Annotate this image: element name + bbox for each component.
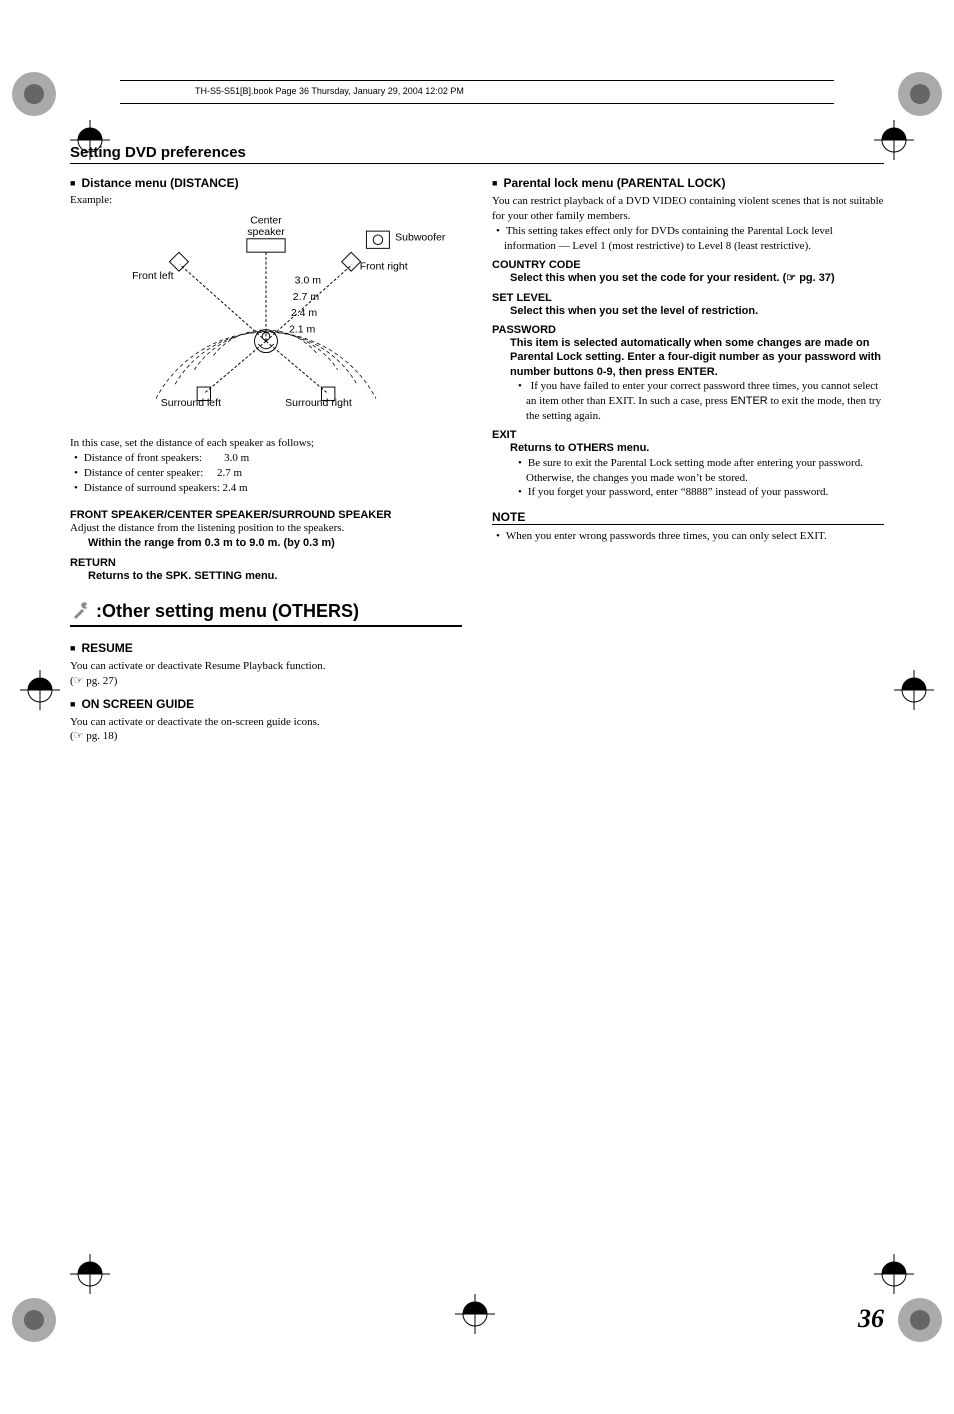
crosshair-icon bbox=[70, 120, 110, 160]
exit-bullet-2: If you forget your password, enter “8888… bbox=[492, 485, 884, 500]
exit-head: EXIT bbox=[492, 429, 884, 441]
reg-mark-icon bbox=[10, 1296, 58, 1344]
country-code-head: COUNTRY CODE bbox=[492, 259, 884, 271]
parental-intro: You can restrict playback of a DVD VIDEO… bbox=[492, 194, 884, 224]
osg-text: You can activate or deactivate the on-sc… bbox=[70, 715, 462, 730]
password-head: PASSWORD bbox=[492, 324, 884, 336]
osg-ref: (☞ pg. 18) bbox=[70, 729, 462, 744]
parental-head: Parental lock menu (PARENTAL LOCK) bbox=[492, 176, 884, 190]
resume-text: You can activate or deactivate Resume Pl… bbox=[70, 659, 462, 674]
crosshair-icon bbox=[874, 120, 914, 160]
speaker-diagram: Centerspeaker Subwoofer Front left Front… bbox=[70, 212, 462, 432]
resume-ref: (☞ pg. 27) bbox=[70, 674, 462, 689]
others-heading: :Other setting menu (OTHERS) bbox=[70, 601, 462, 627]
exit-bullet-1: Be sure to exit the Parental Lock settin… bbox=[492, 456, 884, 486]
surround-right-label: Surround right bbox=[285, 397, 352, 409]
note-bullet-1: When you enter wrong passwords three tim… bbox=[492, 529, 884, 544]
tool-icon bbox=[70, 601, 90, 621]
set-level-text: Select this when you set the level of re… bbox=[492, 304, 884, 318]
osg-head: ON SCREEN GUIDE bbox=[70, 697, 462, 711]
others-heading-text: :Other setting menu (OTHERS) bbox=[96, 601, 359, 622]
distance-intro: In this case, set the distance of each s… bbox=[70, 436, 462, 451]
return-head: RETURN bbox=[70, 557, 462, 569]
front-right-label: Front right bbox=[360, 260, 408, 272]
crosshair-icon bbox=[455, 1294, 495, 1334]
return-text: Returns to the SPK. SETTING menu. bbox=[70, 569, 462, 583]
distance-menu-head: Distance menu (DISTANCE) bbox=[70, 176, 462, 190]
crosshair-icon bbox=[70, 1254, 110, 1294]
dist-front: Distance of front speakers: 3.0 m bbox=[70, 451, 462, 466]
surround-left-label: Surround left bbox=[161, 397, 221, 409]
dist-surround: Distance of surround speakers: 2.4 m bbox=[70, 481, 462, 496]
header-line: TH-S5-S51[B].book Page 36 Thursday, Janu… bbox=[195, 86, 464, 96]
dist-30: 3.0 m bbox=[295, 275, 322, 287]
reg-mark-icon bbox=[896, 70, 944, 118]
dist-27: 2.7 m bbox=[293, 291, 320, 303]
crosshair-icon bbox=[874, 1254, 914, 1294]
note-head: NOTE bbox=[492, 510, 884, 525]
front-left-label: Front left bbox=[132, 270, 174, 282]
reg-mark-icon bbox=[10, 70, 58, 118]
country-code-text: Select this when you set the code for yo… bbox=[492, 271, 884, 285]
reg-mark-icon bbox=[896, 1296, 944, 1344]
adjust-text: Adjust the distance from the listening p… bbox=[70, 521, 462, 536]
password-text: This item is selected automatically when… bbox=[492, 336, 884, 379]
dist-24: 2.4 m bbox=[291, 307, 318, 319]
set-level-head: SET LEVEL bbox=[492, 292, 884, 304]
resume-head: RESUME bbox=[70, 641, 462, 655]
crosshair-icon bbox=[894, 670, 934, 710]
subwoofer-label: Subwoofer bbox=[395, 232, 446, 244]
center-speaker-label: Centerspeaker bbox=[247, 214, 285, 237]
password-bullet-1: If you have failed to enter your correct… bbox=[492, 379, 884, 424]
front-speaker-head: FRONT SPEAKER/CENTER SPEAKER/SURROUND SP… bbox=[70, 509, 462, 521]
dist-center: Distance of center speaker: 2.7 m bbox=[70, 466, 462, 481]
within-range: Within the range from 0.3 m to 9.0 m. (b… bbox=[70, 536, 462, 550]
crosshair-icon bbox=[20, 670, 60, 710]
example-label: Example: bbox=[70, 194, 462, 206]
left-column: Distance menu (DISTANCE) Example: Center… bbox=[70, 176, 462, 744]
parental-bullet-1: This setting takes effect only for DVDs … bbox=[492, 224, 884, 254]
right-column: Parental lock menu (PARENTAL LOCK) You c… bbox=[492, 176, 884, 744]
exit-text: Returns to OTHERS menu. bbox=[492, 441, 884, 455]
section-title: Setting DVD preferences bbox=[70, 144, 884, 164]
dist-21: 2.1 m bbox=[289, 324, 316, 336]
